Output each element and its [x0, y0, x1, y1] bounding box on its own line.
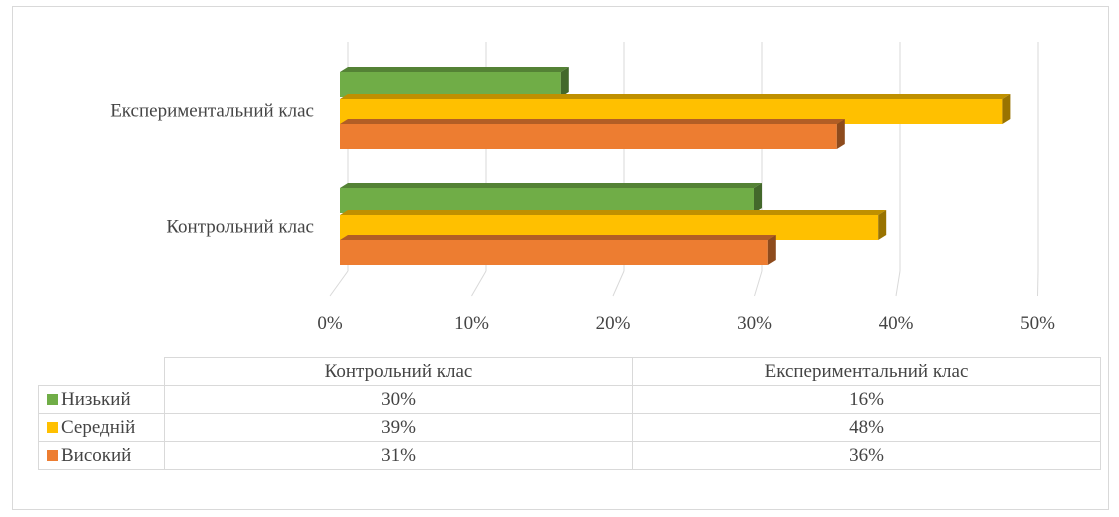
data-table-row-low: Низький 30% 16%	[38, 385, 1101, 414]
category-label: Експериментальний клас	[110, 101, 314, 122]
legend-key-medium: Середній	[38, 413, 165, 442]
x-tick-label: 0%	[317, 313, 343, 334]
bar-top-face	[340, 183, 762, 188]
cell-medium-control: 39%	[164, 413, 633, 442]
data-table-row-medium: Середній 39% 48%	[38, 413, 1101, 442]
cell-high-experimental: 36%	[632, 441, 1101, 470]
bar-side-face	[836, 119, 845, 149]
bar-top-face	[340, 235, 776, 240]
gridline-floor	[1037, 270, 1039, 297]
bar	[340, 188, 754, 213]
data-table-header-experimental: Експериментальний клас	[632, 357, 1101, 386]
legend-key-low: Низький	[38, 385, 165, 414]
legend-label-low: Низький	[61, 388, 131, 410]
data-table-row-high: Високий 31% 36%	[38, 441, 1101, 470]
legend-key-high: Високий	[38, 441, 165, 470]
gridline-floor	[895, 270, 901, 297]
data-table-corner	[38, 357, 165, 386]
cell-low-experimental: 16%	[632, 385, 1101, 414]
bar	[340, 72, 561, 97]
legend-swatch-low	[47, 393, 58, 405]
bar-side-face	[1002, 94, 1011, 124]
bar-side-face	[754, 183, 762, 213]
x-tick-label: 20%	[596, 313, 631, 334]
bar-side-face	[767, 235, 776, 265]
legend-label-high: Високий	[61, 444, 132, 466]
bar	[340, 124, 837, 149]
data-table: Контрольний клас Експериментальний клас …	[38, 357, 1101, 470]
cell-high-control: 31%	[164, 441, 633, 470]
bar-side-face	[560, 67, 569, 97]
bar-top-face	[340, 119, 845, 124]
gridline-floor	[612, 270, 625, 297]
x-tick-label: 40%	[879, 313, 914, 334]
legend-swatch-high	[47, 449, 58, 461]
bars	[340, 67, 1011, 265]
x-tick-labels: 0% 10% 20% 30% 40% 50%	[317, 313, 1055, 334]
category-labels: Контрольний клас Експериментальний клас	[110, 101, 314, 238]
legend-label-medium: Середній	[61, 416, 136, 438]
bar-top-face	[340, 67, 569, 72]
cell-medium-experimental: 48%	[632, 413, 1101, 442]
legend-swatch-medium	[47, 421, 58, 433]
chart-frame	[12, 6, 1109, 510]
bar-side-face	[878, 210, 887, 240]
gridline-floor	[471, 270, 487, 297]
bar-top-face	[340, 94, 1011, 99]
bar	[340, 240, 768, 265]
x-tick-label: 30%	[737, 313, 772, 334]
data-table-header-row: Контрольний клас Експериментальний клас	[38, 357, 1101, 386]
x-tick-label: 50%	[1020, 313, 1055, 334]
data-table-header-control: Контрольний клас	[164, 357, 633, 386]
x-tick-label: 10%	[454, 313, 489, 334]
bar-top-face	[340, 210, 887, 215]
gridline-floor	[329, 270, 349, 297]
cell-low-control: 30%	[164, 385, 633, 414]
gridline-floor	[754, 270, 763, 297]
category-label: Контрольний клас	[166, 217, 314, 238]
